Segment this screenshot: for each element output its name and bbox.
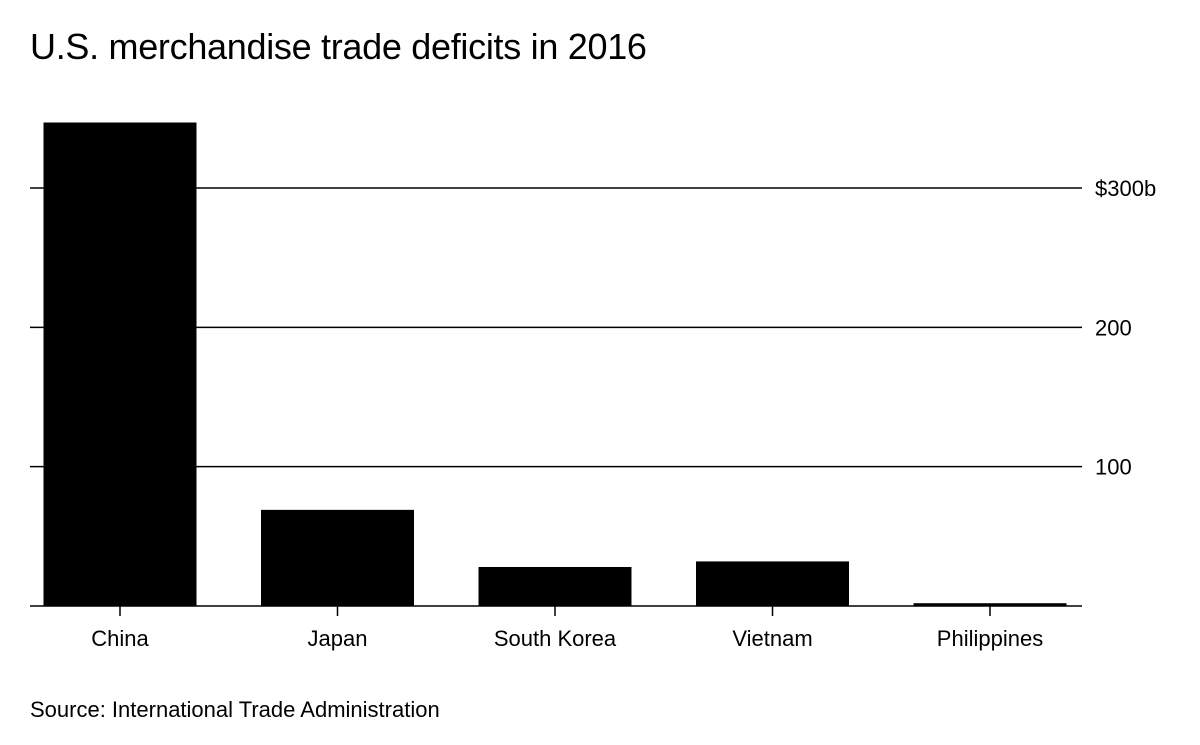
- bars: [43, 122, 1067, 606]
- y-tick-label: $300b: [1095, 176, 1156, 201]
- chart-title: U.S. merchandise trade deficits in 2016: [30, 26, 647, 67]
- bar-south-korea: [478, 566, 632, 606]
- bar-philippines: [913, 603, 1067, 606]
- y-tick-label: 200: [1095, 315, 1132, 340]
- bar-china: [43, 122, 197, 606]
- x-tick-label: China: [91, 626, 149, 651]
- bar-vietnam: [696, 561, 849, 606]
- bar-japan: [261, 509, 414, 606]
- x-tick-label: Vietnam: [732, 626, 812, 651]
- y-axis-labels: 100 200 $300b: [1095, 176, 1156, 480]
- x-axis-ticks: [119, 606, 991, 616]
- x-tick-label: South Korea: [494, 626, 617, 651]
- gridlines: [30, 187, 1082, 468]
- x-tick-label: Philippines: [937, 626, 1043, 651]
- y-tick-label: 100: [1095, 455, 1132, 480]
- x-tick-label: Japan: [308, 626, 368, 651]
- x-axis-labels: China Japan South Korea Vietnam Philippines: [91, 626, 1043, 651]
- source-note: Source: International Trade Administrati…: [30, 697, 440, 722]
